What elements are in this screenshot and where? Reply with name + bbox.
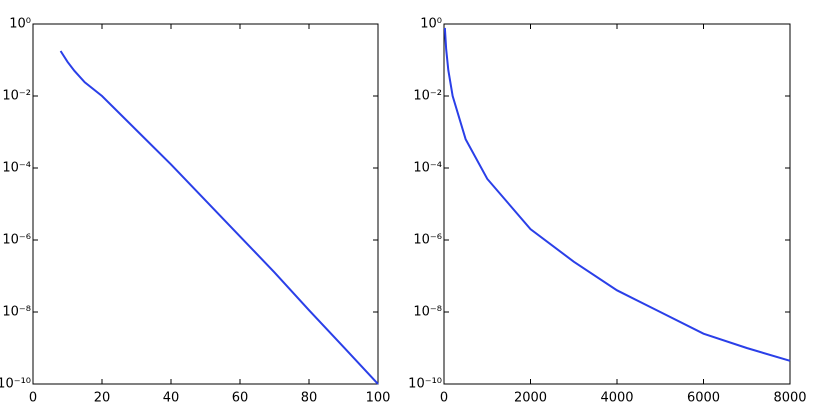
y-tick-label: 10⁻⁸ [413,305,442,320]
y-tick-label: 10⁻⁴ [413,161,442,176]
y-tick-label: 10⁻⁴ [2,161,31,176]
y-tick-label: 10⁻⁶ [413,233,442,248]
y-tick-label: 10⁰ [420,17,442,32]
x-tick-label: 0 [440,391,448,406]
plot-frame [32,23,379,385]
y-tick-label: 10⁻¹⁰ [0,377,31,392]
y-tick-label: 10⁰ [9,17,31,32]
x-tick-label: 60 [232,391,249,406]
data-line [59,50,379,385]
x-tick-label: 0 [29,391,37,406]
y-tick-label: 10⁻² [413,89,442,104]
x-tick-label: 6000 [687,391,720,406]
plot-frame [443,23,791,385]
x-tick-label: 8000 [773,391,806,406]
x-tick-label: 100 [366,391,391,406]
x-tick-label: 4000 [600,391,633,406]
y-tick-label: 10⁻¹⁰ [408,377,442,392]
y-tick-label: 10⁻² [2,89,31,104]
y-tick-label: 10⁻⁸ [2,305,31,320]
x-tick-label: 40 [163,391,180,406]
y-tick-label: 10⁻⁶ [2,233,31,248]
x-tick-label: 2000 [514,391,547,406]
x-tick-label: 80 [301,391,318,406]
data-line [443,27,791,362]
x-tick-label: 20 [94,391,111,406]
